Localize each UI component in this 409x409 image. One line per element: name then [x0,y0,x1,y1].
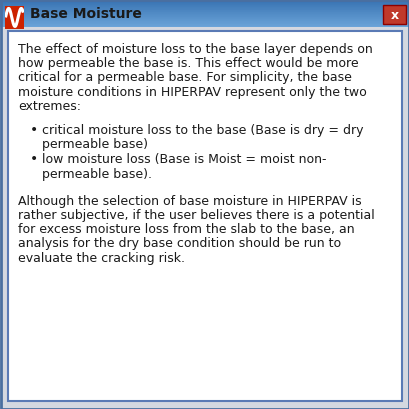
Bar [0,1,409,2]
Text: Base Moisture: Base Moisture [30,7,142,21]
Bar [0,22,409,23]
Bar [0,19,409,20]
Text: for excess moisture loss from the slab to the base, an: for excess moisture loss from the slab t… [18,222,354,236]
Bar [0,26,409,27]
Text: x: x [389,9,398,22]
Bar [0,0,409,1]
FancyBboxPatch shape [382,6,405,25]
Text: •: • [30,152,38,166]
Bar [0,13,409,14]
Text: extremes:: extremes: [18,99,81,112]
Bar [0,6,409,7]
Bar [0,9,409,10]
Bar [0,10,409,11]
Text: analysis for the dry base condition should be run to: analysis for the dry base condition shou… [18,237,340,250]
Bar [0,4,409,5]
Bar [0,3,409,4]
Text: The effect of moisture loss to the base layer depends on: The effect of moisture loss to the base … [18,43,372,56]
Bar [0,15,409,16]
Text: permeable base).: permeable base). [42,167,152,180]
Bar [0,4,409,6]
Bar [0,18,409,20]
Text: moisture conditions in HIPERPAV represent only the two: moisture conditions in HIPERPAV represen… [18,85,366,98]
Bar [0,5,409,6]
Bar [0,12,409,13]
Bar [0,7,409,8]
Bar [0,22,409,24]
Bar [0,11,409,13]
Bar [0,25,409,27]
Text: rather subjective, if the user believes there is a potential: rather subjective, if the user believes … [18,209,374,221]
Text: permeable base): permeable base) [42,138,148,151]
Text: critical for a permeable base. For simplicity, the base: critical for a permeable base. For simpl… [18,71,351,84]
Bar [0,25,409,26]
Text: low moisture loss (Base is Moist = moist non-: low moisture loss (Base is Moist = moist… [42,153,326,166]
Bar [0,23,409,25]
Bar [0,11,409,12]
Bar [0,8,409,9]
Bar [0,13,409,15]
Bar [0,24,409,25]
FancyBboxPatch shape [8,32,401,401]
Bar [0,7,409,8]
Bar [0,21,409,22]
Text: evaluate the cracking risk.: evaluate the cracking risk. [18,251,184,264]
Bar [0,18,409,19]
Bar [0,20,409,21]
Bar [0,9,409,11]
Text: Although the selection of base moisture in HIPERPAV is: Although the selection of base moisture … [18,194,361,207]
Bar [0,17,409,18]
Bar [0,16,409,17]
Bar [0,27,409,28]
Bar [0,0,409,1]
Text: •: • [30,123,38,137]
Bar [0,2,409,4]
Bar [0,2,409,3]
Text: how permeable the base is. This effect would be more: how permeable the base is. This effect w… [18,57,358,70]
Text: critical moisture loss to the base (Base is dry = dry: critical moisture loss to the base (Base… [42,124,363,137]
Bar [0,16,409,18]
Bar [0,14,409,16]
Bar [0,20,409,22]
